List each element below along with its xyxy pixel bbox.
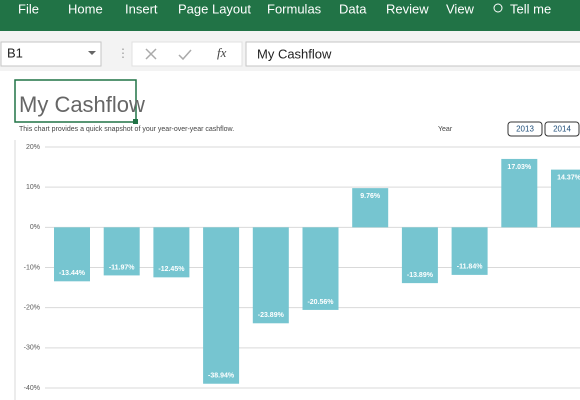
y-tick-label: -20%	[24, 305, 40, 312]
y-tick-label: 10%	[26, 184, 40, 191]
data-label: 9.76%	[360, 193, 381, 200]
fill-handle	[133, 119, 138, 124]
y-tick-label: -10%	[24, 264, 40, 271]
bar	[302, 227, 339, 310]
y-tick-label: 0%	[30, 224, 40, 231]
y-tick-label: 20%	[26, 144, 40, 151]
data-label: -11.97%	[109, 264, 135, 271]
fx-icon[interactable]: fx	[217, 45, 227, 60]
bar	[153, 227, 190, 278]
data-label: 14.37%	[557, 174, 580, 181]
separator: ⋮	[117, 46, 129, 60]
ribbon-tab[interactable]: Review	[386, 1, 429, 16]
selected-cell[interactable]	[14, 79, 137, 123]
ribbon-tab[interactable]: Insert	[125, 1, 158, 16]
data-label: -13.44%	[59, 270, 86, 277]
y-tick-label: -30%	[24, 345, 40, 352]
cancel-icon[interactable]	[145, 48, 157, 60]
lightbulb-icon	[493, 3, 503, 13]
ribbon-tab[interactable]: Formulas	[267, 1, 322, 16]
bar	[352, 188, 389, 228]
data-label: -23.89%	[258, 312, 285, 319]
data-label: -20.56%	[307, 299, 334, 306]
bar	[451, 227, 488, 275]
year-button[interactable]	[507, 121, 543, 137]
enter-icon[interactable]	[178, 49, 192, 61]
formula-text: My Cashflow	[257, 46, 332, 61]
year-button-text: 2013	[516, 125, 534, 134]
description: This chart provides a quick snapshot of …	[19, 126, 234, 133]
name-box-text: B1	[7, 45, 23, 60]
dropdown-arrow[interactable]	[88, 51, 96, 55]
year-buttons: 2013 2014	[507, 121, 580, 137]
data-label: -11.84%	[457, 264, 483, 271]
bar	[54, 227, 90, 282]
chart: 20% 10% 0% -10% -20% -30% -40% -13.44% -11.97% -1…	[24, 144, 580, 392]
year-button[interactable]	[544, 121, 580, 137]
bar	[401, 227, 438, 284]
ribbon-tab[interactable]: Data	[339, 1, 367, 16]
ribbon-tab[interactable]: Home	[68, 1, 103, 16]
ribbon-tab[interactable]: Tell me	[510, 1, 551, 16]
year-label: Year	[438, 126, 453, 133]
data-label: 17.03%	[507, 164, 532, 171]
y-tick-label: -40%	[24, 385, 40, 392]
data-label: -12.45%	[158, 266, 185, 273]
data-label: -13.89%	[407, 272, 434, 279]
ribbon-tab[interactable]: File	[18, 1, 39, 16]
bar	[103, 227, 140, 276]
formula-input[interactable]	[245, 41, 580, 67]
year-button-text: 2014	[553, 125, 571, 134]
ribbon	[0, 0, 580, 31]
ribbon-tab[interactable]: Page Layout	[178, 1, 251, 16]
title-cell: My Cashflow	[19, 92, 145, 117]
bar	[501, 158, 538, 228]
bar	[551, 169, 580, 228]
bar	[252, 227, 289, 324]
data-label: -38.94%	[208, 373, 235, 380]
ribbon-tab[interactable]: View	[446, 1, 475, 16]
ribbon-tabs: File Home Insert Page Layout Formulas Data Rev…	[18, 1, 551, 16]
name-box[interactable]	[0, 41, 102, 67]
bar	[203, 227, 240, 384]
